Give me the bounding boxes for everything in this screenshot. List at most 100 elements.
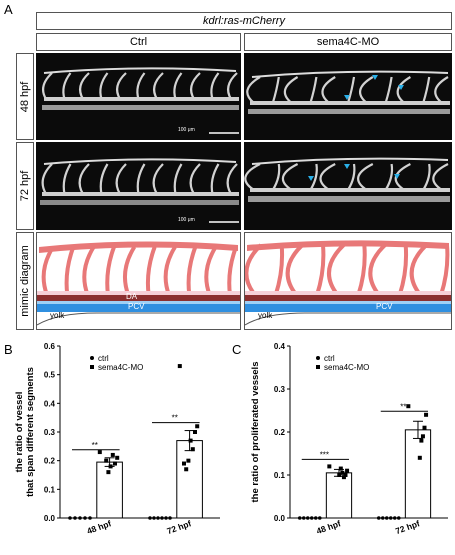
micrograph-ctrl-72hpf (36, 142, 241, 230)
intersegmental-vessel (347, 163, 356, 191)
y-tick-label: 0.1 (274, 471, 286, 480)
y-tick-label: 0.4 (274, 342, 286, 351)
y-tick-label: 0.3 (44, 428, 56, 437)
legend-label: sema4C-MO (324, 363, 369, 372)
vessel-image (246, 70, 450, 114)
legend-marker-ctrl (316, 356, 320, 360)
label-da: DA (126, 292, 138, 301)
data-point-sema4c-mo (419, 438, 424, 443)
data-point-ctrl (309, 516, 314, 520)
intersegmental-vessel (309, 163, 318, 191)
column-header-sema4c-mo: sema4C-MO (244, 33, 452, 51)
intersegmental-vessel (136, 72, 146, 100)
data-point-sema4c-mo (106, 470, 111, 475)
significance-label: *** (320, 450, 329, 459)
data-point-ctrl (301, 516, 306, 520)
data-point-sema4c-mo (184, 467, 189, 472)
micrograph-ctrl-48hpf (36, 53, 241, 140)
intersegmental-vessel (62, 163, 72, 195)
intersegmental-vessel (64, 246, 76, 296)
x-tick-label: 72 hpf (394, 518, 421, 536)
y-tick-label: 0.6 (44, 342, 56, 351)
intersegmental-vessel (82, 245, 96, 296)
intersegmental-vessel (273, 244, 285, 296)
data-point-sema4c-mo (110, 452, 115, 457)
bar-sema4c-mo (176, 440, 203, 519)
data-point-sema4c-mo (113, 461, 117, 466)
intersegmental-vessel (422, 163, 431, 191)
intersegmental-vessel (359, 76, 374, 104)
significance-label: ** (172, 414, 178, 423)
data-point-sema4c-mo (417, 455, 422, 460)
data-point-ctrl (168, 516, 172, 520)
intersegmental-vessel (99, 163, 109, 195)
intersegmental-vessel (210, 163, 220, 195)
intersegmental-vessel (210, 72, 220, 100)
bar-sema4c-mo (404, 429, 432, 519)
scale-bar-label-48: 100 μm (178, 127, 195, 133)
chart-c: the ratio of proliferated vessels 0.0 0.1 0… (228, 340, 455, 550)
chart-c-svg: the ratio of proliferated vessels 0.0 0.1 0… (250, 342, 448, 536)
intersegmental-vessel (368, 243, 387, 297)
intersegmental-vessel (189, 163, 201, 195)
legend-label: ctrl (98, 354, 109, 363)
intersegmental-vessel (356, 244, 367, 296)
intersegmental-vessel (245, 243, 263, 297)
data-point-ctrl (68, 516, 72, 520)
legend-label: sema4C-MO (98, 363, 143, 372)
intersegmental-vessel (152, 163, 164, 195)
column-header-ctrl: Ctrl (36, 33, 241, 51)
data-point-ctrl (384, 516, 389, 520)
data-point-ctrl (73, 516, 77, 520)
vessel-image (244, 157, 450, 202)
data-point-ctrl (313, 516, 318, 520)
intersegmental-vessel (105, 246, 116, 296)
data-point-sema4c-mo (340, 470, 345, 475)
intersegmental-vessel (397, 244, 409, 296)
intersegmental-vessel (439, 244, 450, 296)
data-point-sema4c-mo (97, 450, 102, 455)
intersegmental-vessel (321, 76, 336, 104)
panel-c-letter: C (232, 342, 242, 357)
label-pcv-mo: PCV (376, 302, 393, 311)
data-point-sema4c-mo (193, 430, 197, 434)
intersegmental-vessel (357, 163, 374, 191)
intersegmental-vessel (122, 245, 137, 296)
y-tick-label: 0.2 (274, 428, 286, 437)
intersegmental-vessel (136, 163, 146, 195)
intersegmental-vessel (346, 76, 356, 104)
data-point-sema4c-mo (182, 461, 186, 466)
intersegmental-vessel (285, 243, 304, 297)
y-axis-label: the ratio of proliferated vessels (250, 362, 261, 503)
data-point-ctrl (148, 516, 152, 520)
intersegmental-vessel (173, 163, 183, 195)
label-yolk: yolk (50, 311, 65, 320)
data-point-sema4c-mo (422, 425, 427, 430)
data-point-sema4c-mo (343, 473, 348, 477)
micrograph-mo-48hpf (244, 53, 452, 140)
significance-label: ** (92, 441, 98, 450)
intersegmental-vessel (384, 163, 394, 191)
legend-marker-mo (316, 365, 320, 369)
intersegmental-vessel (315, 244, 326, 296)
chart-b-svg: the ratio of vessel that span different s… (14, 342, 220, 536)
intersegmental-vessel (163, 245, 177, 296)
legend-marker-ctrl (90, 356, 94, 360)
data-point-ctrl (380, 516, 385, 520)
data-point-ctrl (376, 516, 381, 520)
data-point-ctrl (164, 516, 168, 520)
significance-label: ** (400, 402, 406, 411)
chart-b: the ratio of vessel that span different s… (0, 340, 230, 550)
mimic-diagram-sema4c-mo (244, 232, 452, 330)
intersegmental-vessel (227, 246, 238, 296)
data-point-sema4c-mo (341, 475, 346, 480)
data-point-ctrl (152, 516, 156, 520)
intersegmental-vessel (78, 72, 90, 100)
vessel-image (41, 67, 239, 134)
data-point-ctrl (388, 516, 393, 520)
intersegmental-vessel (115, 163, 127, 195)
vessel-image (40, 158, 239, 223)
intersegmental-vessel (396, 76, 411, 104)
vessel-diagram (37, 233, 240, 329)
data-point-ctrl (305, 516, 310, 520)
